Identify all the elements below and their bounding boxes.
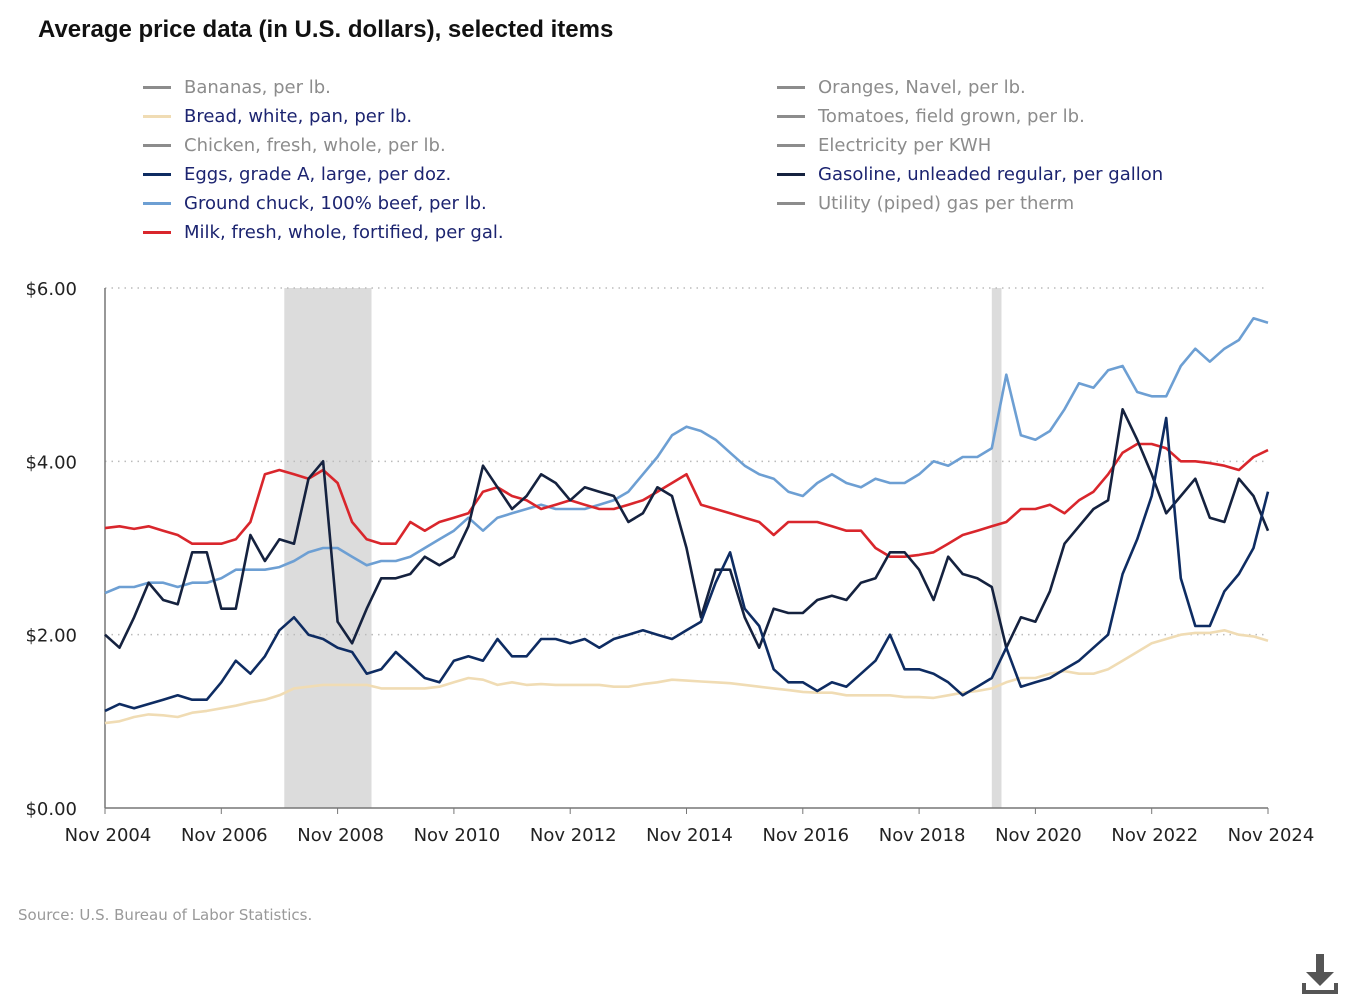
legend-label: Chicken, fresh, whole, per lb. — [184, 134, 446, 156]
legend-swatch — [777, 114, 805, 118]
legend-label: Milk, fresh, whole, fortified, per gal. — [184, 221, 504, 243]
legend-swatch — [143, 201, 171, 205]
legend-label: Gasoline, unleaded regular, per gallon — [818, 163, 1164, 185]
x-tick-label: Nov 2014 — [646, 825, 733, 846]
legend-label: Oranges, Navel, per lb. — [818, 76, 1026, 98]
legend-label: Bread, white, pan, per lb. — [184, 105, 413, 127]
x-tick-label: Nov 2024 — [1228, 825, 1315, 846]
legend-item[interactable]: Oranges, Navel, per lb. — [777, 74, 1026, 100]
series-line-ground-chuck — [104, 316, 1269, 595]
y-tick-label: $0.00 — [25, 799, 77, 820]
legend-swatch — [143, 114, 171, 118]
legend-item[interactable]: Electricity per KWH — [777, 132, 991, 158]
legend-swatch — [777, 143, 805, 147]
legend-item[interactable]: Bread, white, pan, per lb. — [143, 103, 412, 129]
legend-swatch — [777, 172, 805, 176]
legend-item[interactable]: Chicken, fresh, whole, per lb. — [143, 132, 446, 158]
x-tick-label: Nov 2020 — [995, 825, 1082, 846]
legend-swatch — [777, 201, 805, 205]
x-tick-label: Nov 2022 — [1111, 825, 1198, 846]
y-tick-label: $2.00 — [25, 626, 77, 647]
legend-label: Bananas, per lb. — [184, 76, 331, 98]
x-tick-label: Nov 2004 — [65, 825, 152, 846]
legend-label: Tomatoes, field grown, per lb. — [818, 105, 1085, 127]
x-tick-label: Nov 2006 — [181, 825, 268, 846]
download-icon[interactable] — [1300, 952, 1340, 996]
source-note: Source: U.S. Bureau of Labor Statistics. — [18, 906, 313, 924]
chart-title: Average price data (in U.S. dollars), se… — [38, 16, 614, 43]
legend-label: Utility (piped) gas per therm — [818, 192, 1075, 214]
legend-item[interactable]: Ground chuck, 100% beef, per lb. — [143, 190, 487, 216]
legend-item[interactable]: Milk, fresh, whole, fortified, per gal. — [143, 219, 504, 245]
series-line-eggs — [104, 416, 1270, 713]
legend-swatch — [143, 172, 171, 176]
recession-shading — [991, 288, 1002, 808]
legend-swatch — [143, 143, 171, 147]
line-chart: $0.00 $2.00 $4.00 $6.00 Nov 2004 Nov 2006 Nov … — [25, 279, 1315, 846]
y-tick-label: $6.00 — [25, 279, 77, 300]
legend-label: Ground chuck, 100% beef, per lb. — [184, 192, 487, 214]
legend-item[interactable]: Gasoline, unleaded regular, per gallon — [777, 161, 1163, 187]
legend-item[interactable]: Tomatoes, field grown, per lb. — [777, 103, 1085, 129]
x-tick-label: Nov 2010 — [414, 825, 501, 846]
series-line-bread — [104, 628, 1269, 725]
legend-label: Electricity per KWH — [818, 134, 992, 156]
legend-item[interactable]: Utility (piped) gas per therm — [777, 190, 1074, 216]
legend-swatch — [777, 85, 805, 89]
legend-swatch — [143, 230, 171, 234]
x-tick-label: Nov 2012 — [530, 825, 617, 846]
x-tick-label: Nov 2018 — [879, 825, 966, 846]
x-tick-label: Nov 2008 — [297, 825, 384, 846]
x-tick-label: Nov 2016 — [762, 825, 849, 846]
legend-swatch — [143, 85, 171, 89]
legend-label: Eggs, grade A, large, per doz. — [184, 163, 452, 185]
y-tick-label: $4.00 — [25, 452, 77, 473]
legend-item[interactable]: Eggs, grade A, large, per doz. — [143, 161, 451, 187]
legend-item[interactable]: Bananas, per lb. — [143, 74, 331, 100]
series-line-milk — [104, 442, 1269, 559]
series-line-gasoline — [104, 407, 1270, 650]
